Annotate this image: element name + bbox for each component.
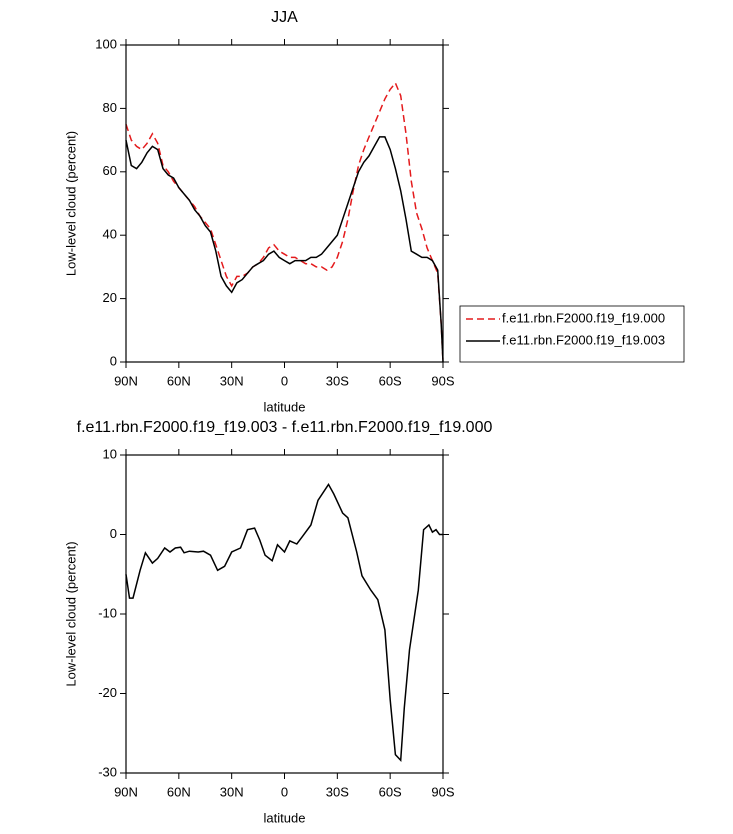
y-tick-label: 100 — [95, 36, 117, 51]
chart-title: f.e11.rbn.F2000.f19_f19.003 - f.e11.rbn.… — [77, 419, 493, 436]
x-tick-label: 30N — [220, 373, 244, 388]
y-tick-label: 40 — [103, 227, 117, 242]
y-tick-label: 0 — [110, 526, 117, 541]
x-tick-label: 0 — [281, 784, 288, 799]
chart-title: JJA — [271, 9, 298, 26]
legend-box — [459, 305, 685, 363]
x-tick-label: 90N — [114, 784, 138, 799]
y-tick-label: 0 — [110, 353, 117, 368]
x-tick-label: 30S — [326, 784, 349, 799]
y-tick-label: 80 — [103, 100, 117, 115]
x-tick-label: 30S — [326, 373, 349, 388]
data-line — [125, 81, 444, 363]
y-tick-label: -20 — [98, 685, 117, 700]
y-tick-label: -10 — [98, 605, 117, 620]
legend-label: f.e11.rbn.F2000.f19_f19.000 — [502, 310, 665, 325]
x-tick-label: 90N — [114, 373, 138, 388]
y-axis-label: Low-level cloud (percent) — [63, 131, 78, 276]
y-tick-label: -30 — [98, 764, 117, 779]
legend: f.e11.rbn.F2000.f19_f19.000 f.e11.rbn.F20… — [459, 305, 685, 363]
x-tick-label: 60N — [167, 784, 191, 799]
data-line — [125, 136, 444, 363]
y-axis-label: Low-level cloud (percent) — [63, 541, 78, 686]
legend-label: f.e11.rbn.F2000.f19_f19.003 — [502, 332, 665, 347]
x-axis-label: latitude — [264, 399, 306, 414]
x-tick-label: 90S — [431, 784, 454, 799]
x-tick-label: 60S — [379, 373, 402, 388]
y-tick-label: 10 — [103, 446, 117, 461]
x-tick-label: 0 — [281, 373, 288, 388]
plot-frame — [125, 454, 444, 774]
plot-frame — [125, 44, 444, 363]
y-tick-label: 60 — [103, 163, 117, 178]
x-tick-label: 90S — [431, 373, 454, 388]
data-line — [125, 482, 443, 763]
x-tick-label: 60S — [379, 784, 402, 799]
y-tick-label: 20 — [103, 290, 117, 305]
x-axis-label: latitude — [264, 810, 306, 825]
x-tick-label: 30N — [220, 784, 244, 799]
x-tick-label: 60N — [167, 373, 191, 388]
